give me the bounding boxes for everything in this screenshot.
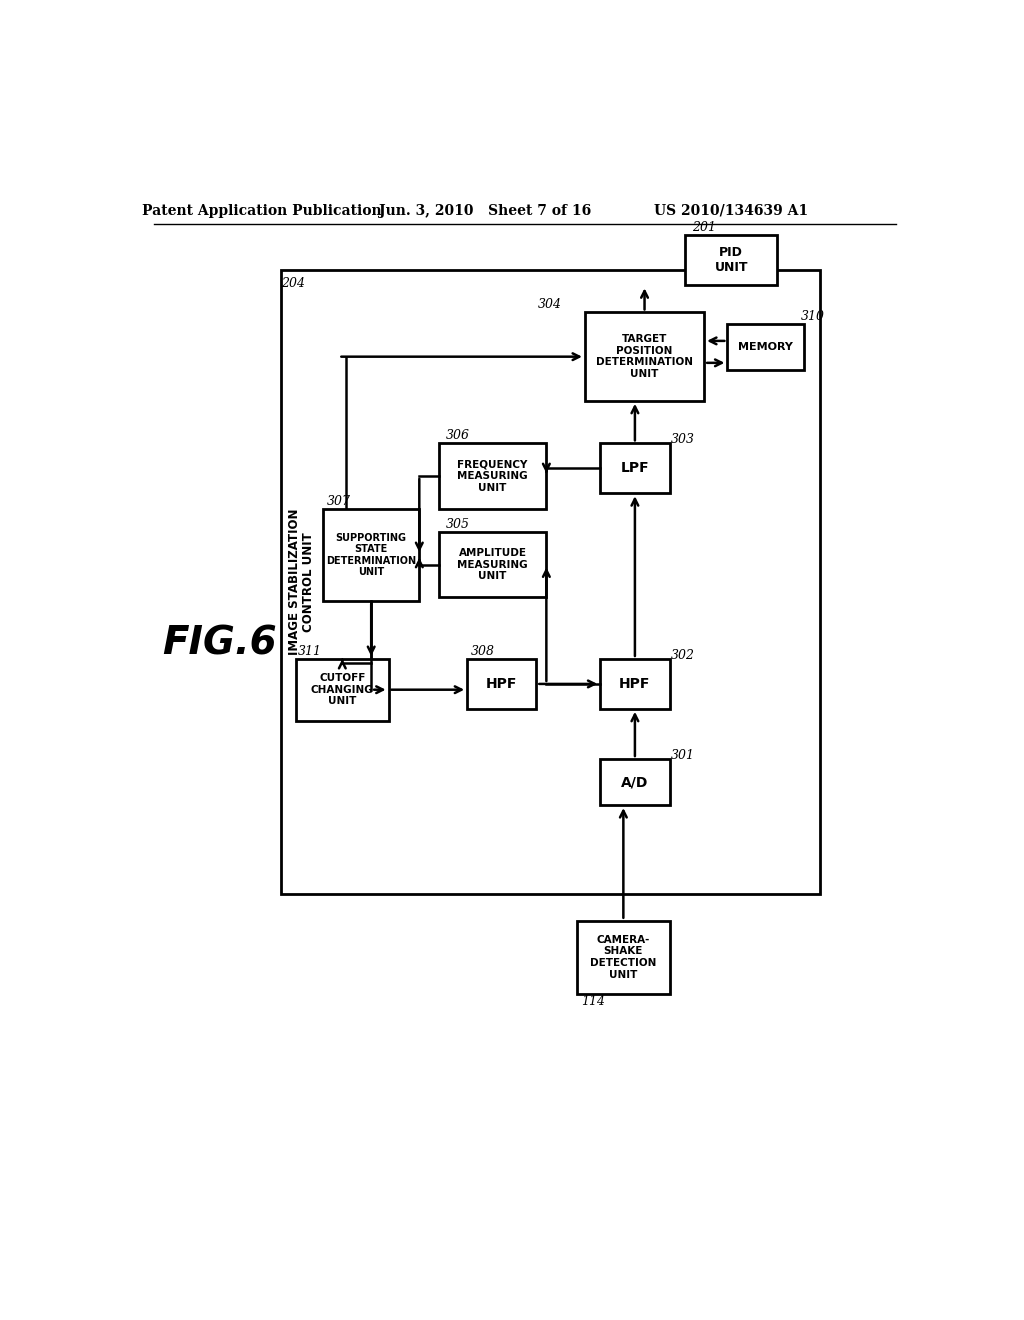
Text: Patent Application Publication: Patent Application Publication <box>141 203 381 218</box>
Text: FREQUENCY
MEASURING
UNIT: FREQUENCY MEASURING UNIT <box>457 459 527 492</box>
Text: CAMERA-
SHAKE
DETECTION
UNIT: CAMERA- SHAKE DETECTION UNIT <box>590 935 656 979</box>
Text: FIG.6: FIG.6 <box>162 624 276 663</box>
Text: CUTOFF
CHANGING
UNIT: CUTOFF CHANGING UNIT <box>311 673 374 706</box>
Text: IMAGE STABILIZATION
CONTROL UNIT: IMAGE STABILIZATION CONTROL UNIT <box>288 508 315 655</box>
Bar <box>467 659 537 709</box>
Text: 201: 201 <box>692 222 716 234</box>
Text: 302: 302 <box>671 648 695 661</box>
Text: A/D: A/D <box>622 775 648 789</box>
Bar <box>585 313 705 401</box>
Text: 303: 303 <box>671 433 695 446</box>
Bar <box>281 271 819 894</box>
Text: 308: 308 <box>471 644 495 657</box>
Text: 305: 305 <box>446 517 470 531</box>
Text: Jun. 3, 2010   Sheet 7 of 16: Jun. 3, 2010 Sheet 7 of 16 <box>379 203 591 218</box>
Text: SUPPORTING
STATE
DETERMINATION
UNIT: SUPPORTING STATE DETERMINATION UNIT <box>326 532 416 577</box>
Text: 311: 311 <box>298 644 322 657</box>
Text: HPF: HPF <box>620 677 650 690</box>
Text: US 2010/134639 A1: US 2010/134639 A1 <box>654 203 808 218</box>
Bar <box>578 921 670 994</box>
Text: MEMORY: MEMORY <box>738 342 794 352</box>
Text: 306: 306 <box>446 429 470 442</box>
Bar <box>685 235 777 285</box>
Text: 310: 310 <box>801 310 824 323</box>
Bar <box>323 508 419 601</box>
Bar <box>296 659 388 721</box>
Text: 301: 301 <box>671 748 695 762</box>
Text: 307: 307 <box>327 495 351 508</box>
Bar <box>600 444 670 494</box>
Bar <box>600 659 670 709</box>
Bar <box>600 759 670 805</box>
Bar <box>438 532 547 598</box>
Text: LPF: LPF <box>621 461 649 475</box>
Text: 114: 114 <box>581 995 605 1008</box>
Text: AMPLITUDE
MEASURING
UNIT: AMPLITUDE MEASURING UNIT <box>457 548 527 581</box>
Bar <box>727 323 804 370</box>
Text: HPF: HPF <box>486 677 517 690</box>
Text: 204: 204 <box>281 277 305 289</box>
Text: 304: 304 <box>538 298 562 312</box>
Bar <box>438 444 547 508</box>
Text: PID
UNIT: PID UNIT <box>715 247 748 275</box>
Text: TARGET
POSITION
DETERMINATION
UNIT: TARGET POSITION DETERMINATION UNIT <box>596 334 693 379</box>
